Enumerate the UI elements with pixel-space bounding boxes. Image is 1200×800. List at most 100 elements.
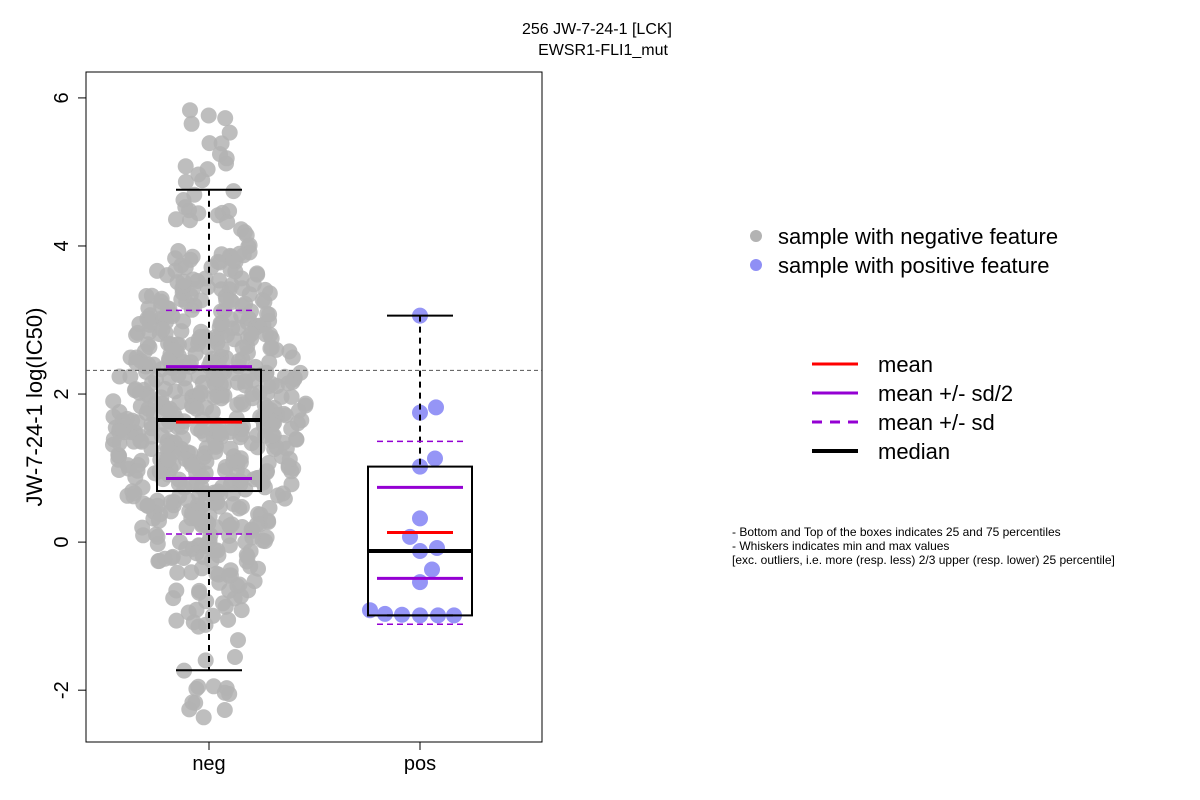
point-neg [168,211,184,228]
point-neg [239,548,256,565]
point-neg [292,364,309,381]
point-neg [194,548,211,565]
point-neg [143,420,160,437]
point-neg [258,529,275,546]
point-neg [132,398,149,415]
point-neg [218,292,235,309]
legend-point-label: sample with positive feature [778,253,1049,278]
box-iqr [156,368,262,493]
point-neg [211,272,228,289]
point-pos [424,561,440,578]
point-neg [151,512,167,529]
point-neg [190,205,207,222]
point-neg [231,245,248,262]
point-neg [165,590,182,607]
point-neg [191,584,208,601]
point-neg [217,110,234,127]
point-neg [193,479,210,496]
point-neg [249,265,265,282]
point-neg [233,602,250,619]
point-neg [194,172,211,189]
plot-frame [85,71,543,743]
notes: - Bottom and Top of the boxes indicates … [732,525,1115,567]
point-neg [198,453,215,470]
point-neg [217,598,234,615]
point-neg [141,339,158,355]
points-layer [105,102,462,726]
point-neg [248,516,265,533]
point-neg [283,420,300,437]
point-neg [133,433,150,450]
point-neg [162,494,179,511]
point-pos [427,450,443,467]
point-neg [131,316,148,332]
point-neg [139,497,156,514]
point-neg [111,462,127,478]
point-neg [187,345,204,362]
chart-title: 256 JW-7-24-1 [LCK] [522,21,672,38]
point-neg [234,351,251,368]
point-neg [149,536,166,552]
y-tick-label: 4 [51,240,73,251]
point-neg [258,364,275,381]
point-neg [177,158,194,175]
point-neg [220,611,237,628]
box-layer [156,188,473,672]
point-neg [216,702,233,718]
y-tick-label: 2 [51,388,73,399]
point-neg [175,273,192,290]
point-neg [140,356,157,373]
point-neg [213,390,230,407]
point-neg [225,183,242,200]
point-neg [183,564,200,581]
point-neg [195,709,212,726]
point-neg [233,307,250,324]
y-tick-label: 0 [51,537,73,548]
point-neg [105,408,122,425]
point-neg [221,686,238,702]
point-neg [221,567,237,584]
point-neg [275,485,291,502]
point-neg [264,427,281,444]
point-neg [233,221,250,238]
point-neg [149,262,166,279]
point-neg [297,397,314,414]
point-neg [160,451,177,468]
point-neg [171,534,188,550]
point-neg [217,462,234,479]
point-neg [200,107,217,124]
point-neg [213,340,230,357]
point-neg [249,427,266,444]
point-neg [168,612,185,629]
point-neg [135,527,152,544]
point-neg [257,326,274,343]
point-neg [181,701,198,718]
point-neg [190,678,207,695]
point-neg [232,450,249,467]
point-neg [177,199,194,216]
y-tick-label: 6 [51,92,73,103]
point-neg [212,146,228,163]
point-neg [281,451,298,468]
point-neg [188,510,205,527]
point-neg [177,173,194,190]
point-neg [169,564,186,581]
point-neg [175,550,192,566]
point-neg [219,214,236,231]
point-neg [227,649,243,665]
point-neg [192,328,209,345]
point-neg [159,438,175,454]
point-neg [230,632,246,649]
point-neg [157,380,173,397]
point-neg [190,618,207,635]
legend-line-label: median [878,439,950,464]
point-neg [268,378,285,394]
point-neg [263,339,280,356]
x-tick-label: pos [404,753,436,775]
point-neg [127,381,144,398]
point-neg [281,343,298,360]
point-neg [193,422,210,439]
point-neg [170,367,187,383]
y-tick-label: -2 [51,681,73,699]
